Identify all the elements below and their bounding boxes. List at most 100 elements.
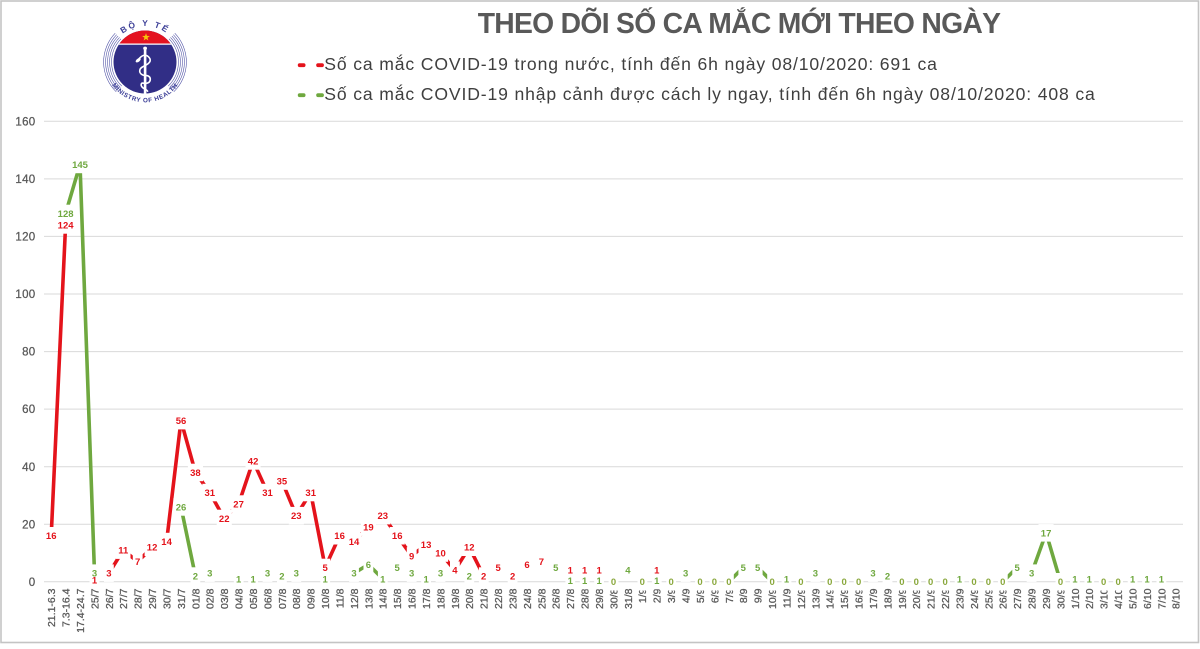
svg-text:0: 0	[769, 577, 774, 588]
svg-text:1: 1	[568, 576, 574, 587]
svg-text:31/7: 31/7	[176, 588, 188, 609]
svg-text:12: 12	[464, 543, 475, 554]
svg-text:03/8: 03/8	[219, 588, 231, 609]
svg-text:12/9: 12/9	[796, 588, 808, 609]
svg-text:24/8: 24/8	[522, 588, 534, 609]
svg-text:6/10: 6/10	[1142, 588, 1154, 609]
svg-text:1: 1	[784, 574, 790, 585]
svg-text:160: 160	[15, 116, 35, 128]
svg-text:0: 0	[640, 577, 645, 588]
svg-text:3: 3	[106, 569, 111, 580]
svg-text:30/8: 30/8	[608, 588, 620, 609]
svg-text:29/7: 29/7	[147, 588, 159, 609]
svg-text:26: 26	[176, 502, 187, 513]
svg-text:31: 31	[205, 488, 216, 499]
svg-text:9/9: 9/9	[753, 588, 765, 603]
svg-text:23/9: 23/9	[954, 588, 966, 609]
svg-text:1: 1	[323, 574, 329, 585]
svg-text:1: 1	[596, 576, 602, 587]
svg-text:0: 0	[914, 577, 919, 588]
svg-text:1: 1	[250, 574, 256, 585]
svg-text:27/8: 27/8	[565, 588, 577, 609]
svg-text:0: 0	[827, 577, 832, 588]
svg-text:3/9: 3/9	[666, 588, 678, 603]
svg-text:5: 5	[1015, 563, 1021, 574]
svg-text:14: 14	[161, 537, 172, 548]
svg-text:09/8: 09/8	[306, 588, 318, 609]
svg-text:26/9: 26/9	[998, 588, 1010, 609]
svg-text:25/8: 25/8	[536, 588, 548, 609]
svg-text:Số ca mắc COVID-19 nhập cảnh đ: Số ca mắc COVID-19 nhập cảnh được cách l…	[324, 83, 1095, 104]
svg-text:3: 3	[207, 569, 212, 580]
svg-text:7.3-16.4: 7.3-16.4	[61, 588, 73, 627]
svg-text:0: 0	[899, 577, 904, 588]
svg-text:21.1-6.3: 21.1-6.3	[46, 588, 58, 627]
svg-text:0: 0	[726, 577, 731, 588]
svg-text:23: 23	[378, 511, 389, 522]
svg-text:1: 1	[582, 576, 588, 587]
svg-text:128: 128	[58, 209, 74, 220]
svg-text:0: 0	[986, 577, 991, 588]
svg-text:18/9: 18/9	[882, 588, 894, 609]
svg-text:16: 16	[392, 531, 403, 542]
svg-text:19: 19	[363, 523, 374, 534]
svg-text:56: 56	[176, 416, 187, 427]
svg-text:17/9: 17/9	[868, 588, 880, 609]
svg-text:8/9: 8/9	[738, 588, 750, 603]
svg-text:22/8: 22/8	[493, 588, 505, 609]
svg-text:23/8: 23/8	[508, 588, 520, 609]
svg-text:1: 1	[957, 574, 963, 585]
svg-text:6: 6	[366, 560, 371, 571]
svg-text:17/8: 17/8	[421, 588, 433, 609]
svg-text:7/10: 7/10	[1156, 588, 1168, 609]
svg-text:21/9: 21/9	[926, 588, 938, 609]
svg-text:30/9: 30/9	[1055, 588, 1067, 609]
svg-text:8/10: 8/10	[1171, 588, 1183, 609]
svg-text:30/7: 30/7	[162, 588, 174, 609]
svg-text:124: 124	[58, 220, 75, 231]
svg-text:20/9: 20/9	[911, 588, 923, 609]
svg-text:5/10: 5/10	[1128, 588, 1140, 609]
svg-text:1: 1	[1072, 574, 1078, 585]
svg-text:19/9: 19/9	[897, 588, 909, 609]
svg-text:0: 0	[1101, 577, 1106, 588]
svg-text:16: 16	[46, 531, 57, 542]
svg-text:24/9: 24/9	[969, 588, 981, 609]
svg-text:13: 13	[421, 540, 432, 551]
svg-text:5: 5	[755, 563, 761, 574]
svg-text:12: 12	[147, 543, 158, 554]
svg-text:2: 2	[510, 571, 515, 582]
svg-text:0: 0	[971, 577, 976, 588]
svg-text:4: 4	[452, 566, 458, 577]
svg-text:1: 1	[654, 576, 660, 587]
svg-text:05/8: 05/8	[248, 588, 260, 609]
svg-text:3: 3	[683, 569, 688, 580]
svg-text:5: 5	[741, 563, 747, 574]
svg-text:25/9: 25/9	[983, 588, 995, 609]
svg-text:16: 16	[334, 531, 345, 542]
svg-text:14: 14	[349, 537, 360, 548]
svg-text:12/8: 12/8	[349, 588, 361, 609]
svg-text:23: 23	[291, 511, 302, 522]
svg-text:20: 20	[22, 519, 35, 531]
svg-text:3: 3	[438, 569, 443, 580]
svg-text:60: 60	[22, 404, 35, 416]
svg-text:Số ca mắc COVID-19 trong nước,: Số ca mắc COVID-19 trong nước, tính đến …	[324, 53, 937, 74]
svg-text:5: 5	[323, 563, 329, 574]
svg-text:1: 1	[423, 574, 429, 585]
svg-text:06/8: 06/8	[262, 588, 274, 609]
svg-text:04/8: 04/8	[234, 588, 246, 609]
svg-text:3: 3	[351, 569, 356, 580]
svg-text:26/8: 26/8	[551, 588, 563, 609]
svg-text:5: 5	[553, 563, 559, 574]
svg-text:17: 17	[1041, 528, 1052, 539]
svg-text:5/9: 5/9	[695, 588, 707, 603]
svg-text:15/9: 15/9	[839, 588, 851, 609]
svg-text:THEO DÕI SỐ CA MẮC MỚI THEO NG: THEO DÕI SỐ CA MẮC MỚI THEO NGÀY	[478, 7, 1001, 39]
svg-text:38: 38	[190, 468, 201, 479]
svg-text:21/8: 21/8	[479, 588, 491, 609]
svg-text:3: 3	[409, 569, 414, 580]
svg-text:20/8: 20/8	[464, 588, 476, 609]
svg-text:11: 11	[118, 546, 129, 557]
svg-text:0: 0	[798, 577, 803, 588]
